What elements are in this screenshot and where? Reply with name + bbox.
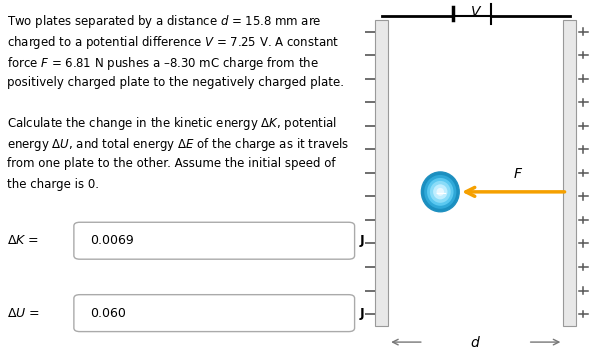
- Text: $d$: $d$: [470, 334, 481, 350]
- Text: positively charged plate to the negatively charged plate.: positively charged plate to the negative…: [7, 76, 344, 89]
- FancyBboxPatch shape: [74, 222, 355, 259]
- Text: Calculate the change in the kinetic energy Δ$K$, potential: Calculate the change in the kinetic ener…: [7, 115, 337, 132]
- Ellipse shape: [424, 175, 456, 209]
- FancyBboxPatch shape: [74, 295, 355, 332]
- Text: $F$: $F$: [513, 167, 523, 181]
- Text: Δ$K$ =: Δ$K$ =: [7, 234, 39, 247]
- Text: J: J: [359, 307, 364, 320]
- Text: energy Δ$U$, and total energy Δ$E$ of the charge as it travels: energy Δ$U$, and total energy Δ$E$ of th…: [7, 136, 349, 153]
- Text: $V$: $V$: [470, 5, 482, 20]
- Bar: [375, 20, 388, 326]
- Text: Two plates separated by a distance $d$ = 15.8 mm are: Two plates separated by a distance $d$ =…: [7, 13, 322, 30]
- Text: charged to a potential difference $V$ = 7.25 V. A constant: charged to a potential difference $V$ = …: [7, 34, 339, 51]
- Ellipse shape: [421, 172, 459, 212]
- Text: force $F$ = 6.81 N pushes a –8.30 mC charge from the: force $F$ = 6.81 N pushes a –8.30 mC cha…: [7, 55, 319, 72]
- Text: J: J: [359, 234, 364, 247]
- Text: 0.060: 0.060: [90, 307, 126, 320]
- Text: the charge is 0.: the charge is 0.: [7, 178, 99, 191]
- Bar: [563, 20, 576, 326]
- Ellipse shape: [427, 178, 453, 206]
- Ellipse shape: [430, 181, 451, 203]
- Text: Δ$U$ =: Δ$U$ =: [7, 307, 40, 320]
- Text: $-$: $-$: [434, 184, 447, 199]
- Text: from one plate to the other. Assume the initial speed of: from one plate to the other. Assume the …: [7, 157, 336, 170]
- Ellipse shape: [437, 188, 444, 196]
- Text: 0.0069: 0.0069: [90, 234, 134, 247]
- Ellipse shape: [433, 184, 447, 199]
